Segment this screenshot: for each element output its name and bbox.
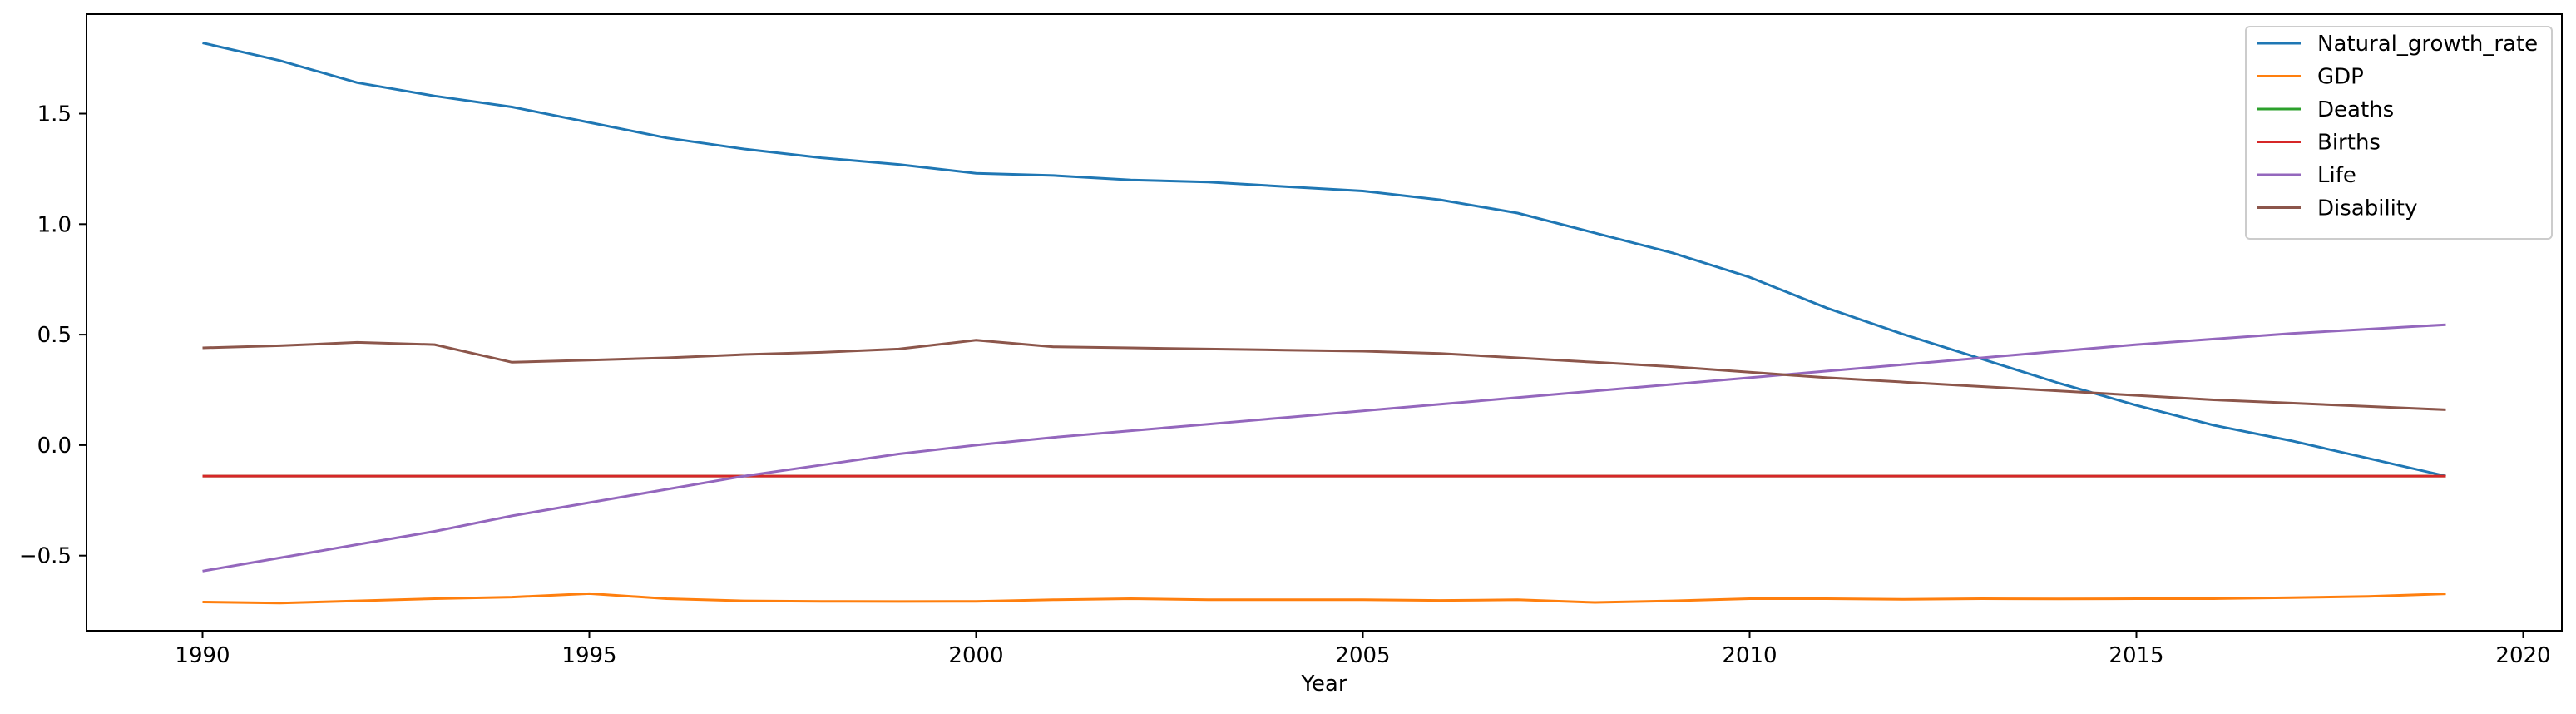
x-tick-label: 2005 — [1335, 643, 1390, 668]
legend-label-gdp: GDP — [2317, 65, 2364, 90]
series-line-disability — [202, 339, 2446, 411]
series-line-gdp — [202, 592, 2446, 605]
y-tick-label: 0.0 — [37, 434, 72, 459]
legend-label-disability: Disability — [2317, 196, 2417, 221]
legend-label-deaths: Deaths — [2317, 97, 2394, 122]
legend-box — [2245, 26, 2553, 240]
x-tick-label: 1995 — [561, 643, 616, 668]
x-tick-label: 2010 — [1722, 643, 1777, 668]
axis-ticks: 1990 1995 2000 2005 2010 2015 2020 −0.5 0.0 0.5 1.… — [19, 102, 2551, 668]
y-tick-label: −0.5 — [19, 544, 72, 569]
legend-label-life: Life — [2317, 163, 2356, 188]
x-axis-label: Year — [1300, 672, 1347, 697]
x-tick-label: 2015 — [2109, 643, 2163, 668]
y-tick-label: 0.5 — [37, 323, 72, 348]
series-layer — [202, 42, 2446, 605]
legend-label-births: Births — [2317, 131, 2381, 156]
y-tick-label: 1.5 — [37, 102, 72, 127]
legend: Natural_growth_rate GDP Deaths Births Life Di… — [2245, 26, 2553, 240]
series-line-natural-growth-rate — [202, 42, 2446, 478]
plot-frame — [86, 13, 2563, 632]
x-tick-label: 2020 — [2495, 643, 2550, 668]
x-tick-label: 2000 — [948, 643, 1003, 668]
y-tick-label: 1.0 — [37, 212, 72, 237]
series-line-life — [202, 323, 2446, 573]
x-tick-label: 1990 — [175, 643, 230, 668]
legend-label-natural-growth-rate: Natural_growth_rate — [2317, 32, 2538, 57]
